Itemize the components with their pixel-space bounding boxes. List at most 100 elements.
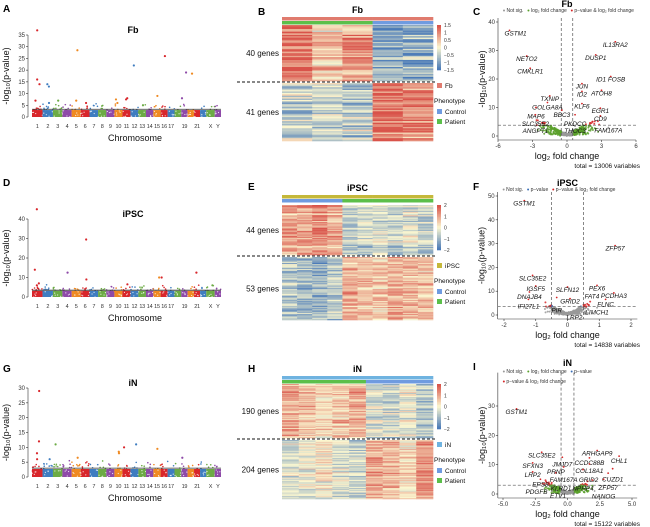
heatmap-cell xyxy=(372,68,404,71)
colorbar-tick-label: 1 xyxy=(444,393,447,399)
snp-point xyxy=(110,285,113,288)
heatmap-cell xyxy=(365,397,383,399)
heatmap-cell xyxy=(342,241,358,243)
heatmap-cell xyxy=(357,249,373,251)
snp-point xyxy=(114,103,117,105)
chromosome-band xyxy=(89,290,99,297)
heatmap-cell xyxy=(402,69,434,72)
y-tick-label: 0 xyxy=(22,295,26,301)
heatmap-cell xyxy=(416,392,434,394)
heatmap-cell xyxy=(387,274,404,277)
gene-point xyxy=(544,311,547,314)
heatmap-cell xyxy=(312,84,343,87)
heatmap-cell xyxy=(315,410,333,412)
heatmap-cell xyxy=(402,26,434,29)
legend-label: p−value & log₂ fold change xyxy=(556,187,616,193)
colorbar-segment xyxy=(437,239,441,242)
heatmap-cell xyxy=(382,409,400,411)
colorbar-tick-label: 0.5 xyxy=(444,38,451,44)
gene-point xyxy=(544,121,547,124)
heatmap-cell xyxy=(298,434,316,436)
heatmap-cell xyxy=(402,302,419,304)
heatmap-cell xyxy=(417,265,434,267)
heatmap-cell xyxy=(342,304,358,307)
heatmap-cell xyxy=(282,317,298,320)
heatmap-cell xyxy=(349,463,367,465)
snp-point xyxy=(117,463,120,466)
heatmap-cell xyxy=(282,425,300,427)
heatmap-cell xyxy=(315,493,333,495)
heatmap-cell xyxy=(416,424,434,426)
snp-point xyxy=(82,115,84,117)
heatmap-cell xyxy=(372,276,388,278)
heatmap-cell xyxy=(399,405,417,407)
heatmap-cell xyxy=(416,491,434,493)
heatmap-cell xyxy=(332,443,350,445)
heatmap-cell xyxy=(315,429,333,432)
heatmap-cell xyxy=(342,90,373,92)
phenotype-legend-title: Phenotype xyxy=(434,457,465,464)
snp-point xyxy=(66,475,68,477)
heatmap-cell xyxy=(312,108,343,111)
heatmap-cell xyxy=(332,485,350,487)
heatmap-cell xyxy=(298,404,316,406)
heatmap-cell xyxy=(332,405,350,407)
heatmap-cell xyxy=(372,210,388,213)
heatmap-cell xyxy=(327,223,343,225)
heatmap-cell xyxy=(282,39,313,41)
heatmap-cell xyxy=(282,68,313,71)
heatmap-cell xyxy=(342,91,373,94)
heatmap-cell xyxy=(402,228,419,231)
heatmap-cell xyxy=(342,236,358,239)
heatmap-cell xyxy=(402,61,434,64)
heatmap-cell xyxy=(282,235,298,238)
gene-point xyxy=(578,133,581,136)
y-tick-label: 15 xyxy=(18,431,25,437)
heatmap-cell xyxy=(342,43,373,45)
heatmap-cell xyxy=(402,253,419,256)
heatmap-cell xyxy=(282,67,313,69)
peak-point xyxy=(122,446,126,449)
snp-point xyxy=(150,115,152,117)
heatmap-cell xyxy=(382,483,400,485)
gene-point xyxy=(547,487,550,490)
heatmap-cell xyxy=(382,444,400,446)
snp-point xyxy=(58,110,60,112)
snp-point xyxy=(141,472,143,474)
heatmap-cell xyxy=(365,429,383,431)
labeled-gene-point xyxy=(525,55,528,57)
heatmap-cell xyxy=(372,58,404,61)
gene-point xyxy=(548,126,551,129)
heatmap-cell xyxy=(315,420,333,422)
heatmap-cell xyxy=(399,441,417,444)
heatmap-cell xyxy=(357,291,373,293)
colorbar-segment xyxy=(437,34,441,36)
gene-point xyxy=(558,313,561,316)
heatmap-cell xyxy=(382,407,400,409)
y-axis-label: -log₁₀(p-value) xyxy=(477,50,487,107)
heatmap-cell xyxy=(332,460,350,462)
heatmap-cell xyxy=(365,395,383,397)
heatmap-cell xyxy=(399,436,417,438)
heatmap-cell xyxy=(298,441,316,444)
heatmap-cell xyxy=(315,419,333,421)
heatmap-cell xyxy=(342,25,373,27)
y-tick-label: 20 xyxy=(18,256,25,262)
heatmap-cell xyxy=(402,124,434,126)
heatmap-cell xyxy=(282,292,298,295)
snp-point xyxy=(100,293,102,295)
heatmap-cell xyxy=(357,226,373,229)
heatmap-cell xyxy=(282,386,300,388)
heatmap-cell xyxy=(402,230,419,232)
x-tick-label: 6 xyxy=(84,304,87,310)
colorbar-segment xyxy=(437,394,441,397)
heatmap-cell xyxy=(342,248,358,250)
heatmap-cell xyxy=(416,415,434,417)
snp-point xyxy=(157,294,159,296)
sample-annotation-cell xyxy=(372,195,388,199)
heatmap-cell xyxy=(402,278,419,280)
heatmap-cell xyxy=(402,277,419,279)
heatmap-cell xyxy=(327,265,343,267)
heatmap-cell xyxy=(312,207,328,209)
snp-point xyxy=(209,469,212,472)
